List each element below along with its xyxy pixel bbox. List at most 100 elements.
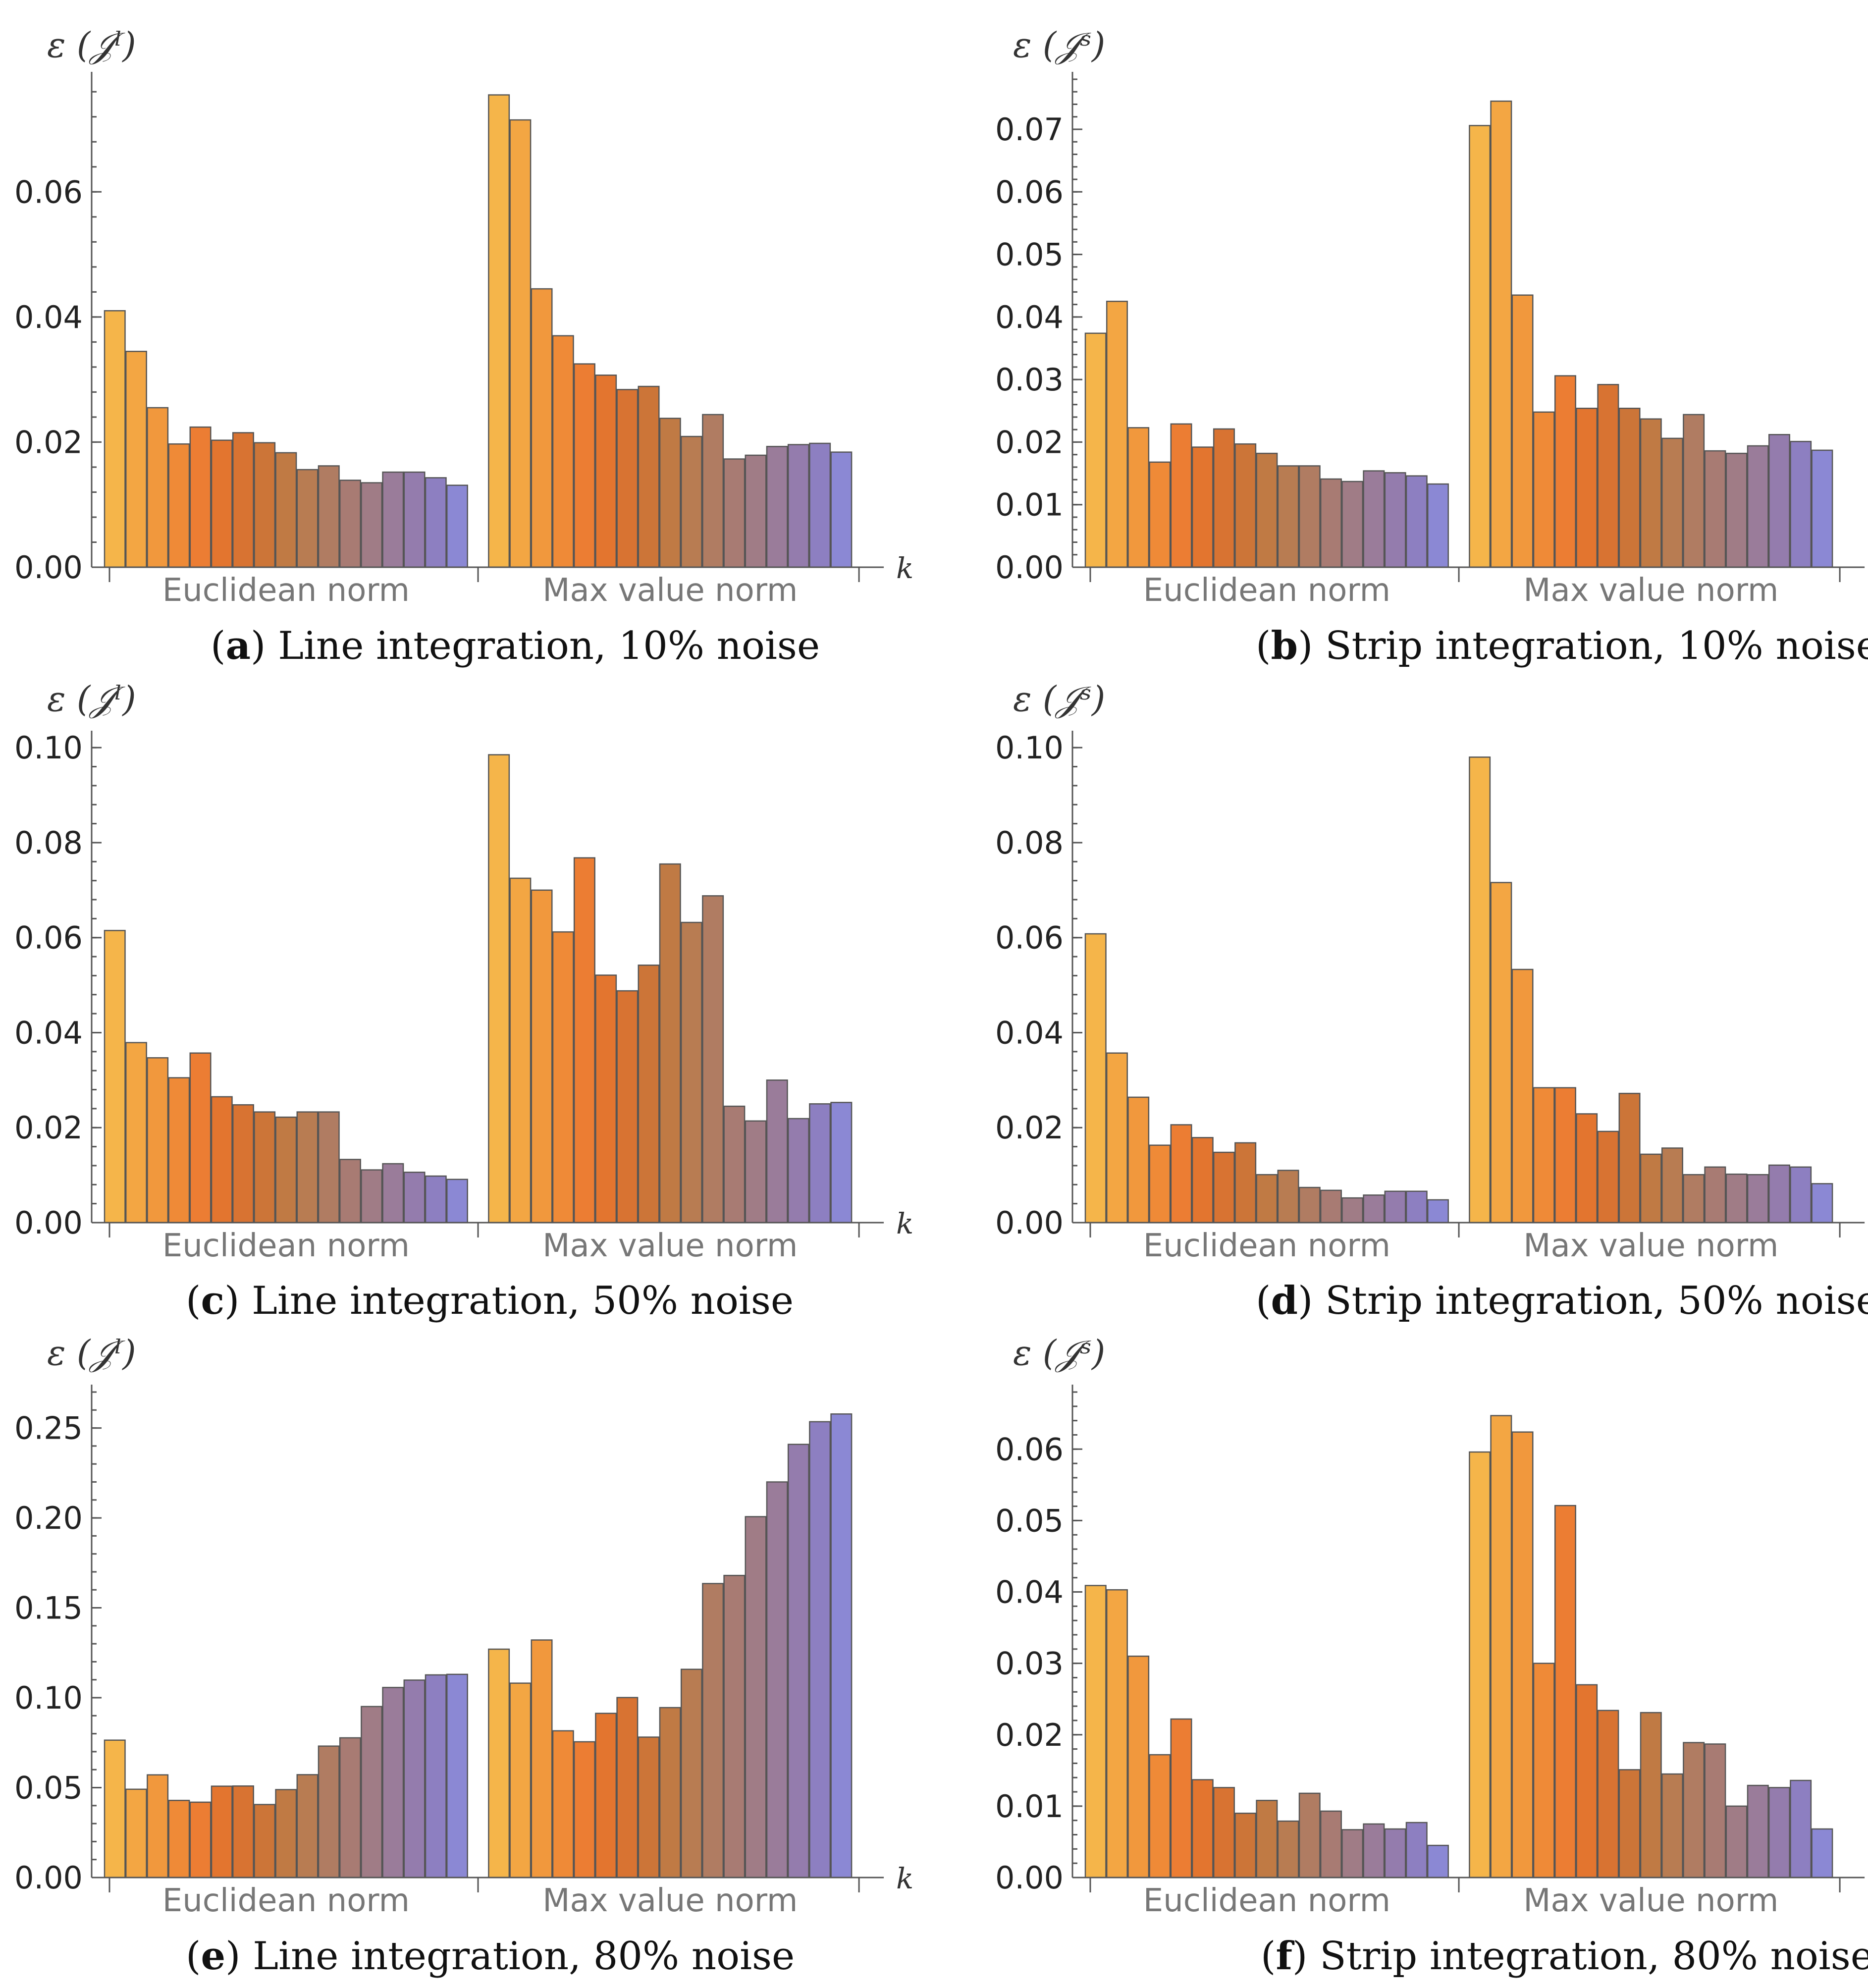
bar [318,465,340,568]
y-tick-label: 0.00 [14,1205,83,1241]
bar [1084,933,1107,1224]
bar [1511,294,1534,568]
bar [595,1713,617,1879]
bar [361,1706,383,1879]
y-tick-label: 0.04 [14,299,83,335]
bar [1618,407,1641,568]
y-tick-label: 0.07 [995,111,1064,148]
bar [1106,1052,1128,1224]
panel-caption: (a) Line integration, 10% noise [211,623,820,668]
bar [745,454,767,568]
bar [616,990,639,1224]
bar [1811,449,1833,568]
bar [1320,1810,1342,1879]
bar [125,1042,147,1224]
bar [382,1163,404,1224]
bar [296,1774,319,1879]
bar [1490,882,1512,1224]
bar [1213,1787,1235,1879]
bar [1554,1504,1576,1879]
y-axis-label: ε (𝒥ˢ) [1013,1333,1105,1373]
x-axis-label: k [896,1862,913,1895]
panel-caption: (d) Strip integration, 50% noise [1256,1278,1868,1323]
bar [1127,1096,1150,1224]
y-tick-label: 0.25 [14,1410,83,1447]
bar [1320,478,1342,568]
caption-text: ) Line integration, 50% noise [224,1279,794,1323]
x-group-label: Euclidean norm [162,1882,410,1919]
y-tick-label: 0.06 [14,920,83,956]
bar [1683,1174,1705,1224]
y-tick-label: 0.03 [995,362,1064,398]
bar [1768,1164,1790,1224]
bar [809,442,831,568]
y-tick-label: 0.06 [995,920,1064,956]
bar [1427,1199,1449,1224]
bar [1384,472,1406,568]
y-tick-label: 0.04 [995,1574,1064,1611]
x-group-label: Euclidean norm [162,1228,410,1264]
y-tick-label: 0.10 [995,730,1064,766]
bar [680,435,702,568]
bar [1298,465,1321,568]
bar [1725,1805,1748,1879]
y-tick-label: 0.00 [14,549,83,586]
panel-d: ε (𝒥ˢ) 0.00 0.02 0.04 0.06 0.08 0.10 Euclidean … [995,679,1868,1323]
bar [509,1682,532,1879]
y-tick-label: 0.01 [995,1788,1064,1825]
bar [702,414,724,568]
y-tick-label: 0.06 [14,174,83,210]
caption-text: ) Strip integration, 50% noise [1298,1279,1868,1323]
x-group-label: Max value norm [1523,572,1778,609]
bar [296,469,319,568]
bar [1725,1173,1748,1224]
bar [766,446,788,568]
bar [680,1668,702,1879]
bar [573,1741,595,1879]
bar [1597,1710,1619,1879]
bar [1640,1153,1662,1224]
bar [104,1739,126,1879]
bar [531,288,553,568]
bar [232,432,254,568]
bar [361,1169,383,1224]
bar [1384,1828,1406,1879]
bar [766,1481,788,1879]
caption-paren-open: ( [1256,1279,1271,1323]
bar [745,1120,767,1224]
bar [595,375,617,568]
bar [1790,440,1812,568]
bar [125,1788,147,1879]
bar [787,1118,809,1224]
bar [638,1736,660,1879]
bar [552,931,574,1224]
bar [382,471,404,568]
bar [1704,450,1726,568]
bar [1170,423,1192,568]
bar [1597,1130,1619,1224]
bar [125,351,147,568]
bar [189,426,212,568]
bar [1661,437,1683,568]
bar [616,1697,639,1879]
caption-text: ) Line integration, 80% noise [225,1934,795,1979]
bar [1469,756,1491,1224]
bar [659,863,681,1224]
bar [403,1679,426,1879]
caption-paren-open: ( [211,624,225,668]
bar [1576,407,1598,568]
caption-paren-open: ( [186,1279,201,1323]
bar [211,1096,233,1224]
bar [1234,1142,1257,1224]
bar [446,484,468,568]
bar [1084,1585,1107,1879]
bar [1554,1087,1576,1224]
y-tick-label: 0.04 [14,1015,83,1051]
bar [552,335,574,568]
bar [1213,428,1235,568]
bar [531,889,553,1224]
caption-text: ) Strip integration, 80% noise [1292,1934,1868,1979]
panel-a: ε (𝒥ˡ) 0.00 0.02 0.04 0.06 Euclidean norm Max … [14,25,913,668]
bar [1511,968,1534,1224]
y-tick-label: 0.20 [14,1500,83,1536]
